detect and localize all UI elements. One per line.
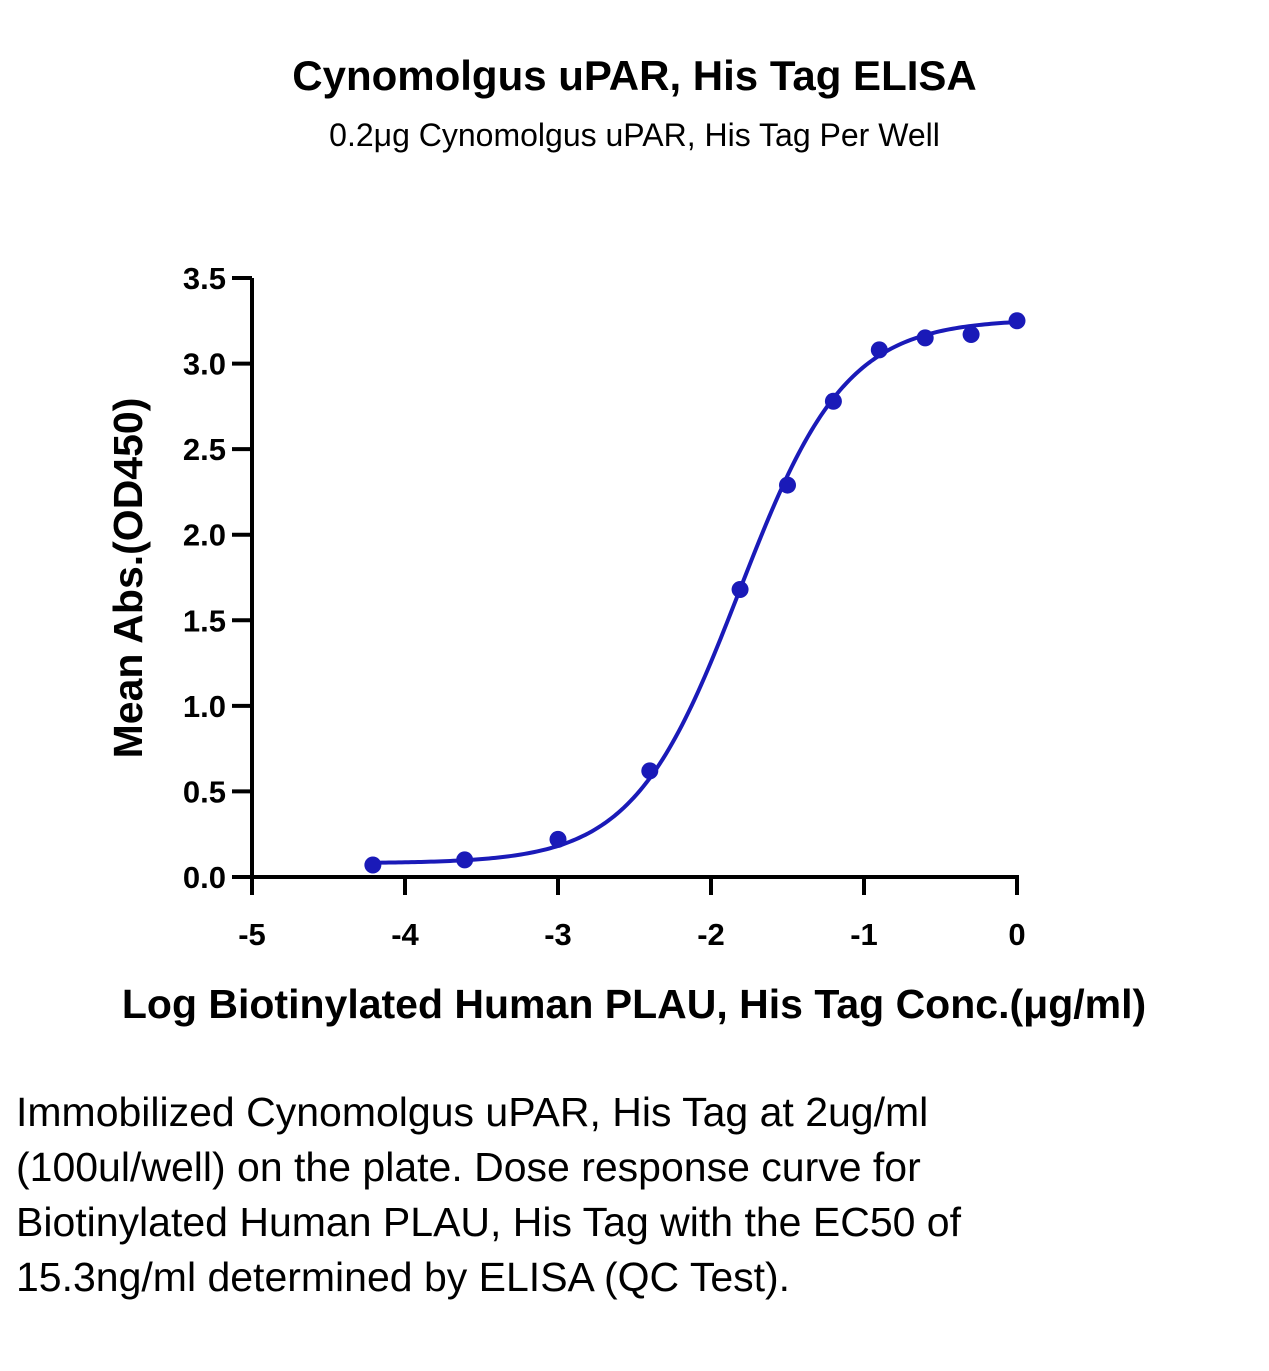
data-points xyxy=(364,312,1026,874)
figure-caption: Immobilized Cynomolgus uPAR, His Tag at … xyxy=(16,1089,962,1300)
data-point xyxy=(641,762,659,780)
y-tick-label: 1.5 xyxy=(183,603,226,638)
elisa-chart: 0.0 0.5 1.0 1.5 2.0 2.5 3.0 3.5 -5 -4 -3 -2 -1 0 Mean… xyxy=(105,261,1146,1027)
y-tick-label: 2.0 xyxy=(183,518,226,553)
data-point xyxy=(1008,312,1026,330)
chart-title: Cynomolgus uPAR, His Tag ELISA xyxy=(292,52,977,99)
data-point xyxy=(549,830,567,848)
x-tick-label: -3 xyxy=(544,917,572,952)
data-point xyxy=(364,856,382,874)
chart-axes: 0.0 0.5 1.0 1.5 2.0 2.5 3.0 3.5 -5 -4 -3 -2 -1 0 xyxy=(183,261,1026,952)
y-tick-label: 1.0 xyxy=(183,689,226,724)
data-point xyxy=(824,392,842,410)
y-tick-label: 0.0 xyxy=(183,860,226,895)
x-tick-label: -4 xyxy=(391,917,419,952)
x-tick-label: 0 xyxy=(1008,917,1025,952)
data-point xyxy=(962,325,980,343)
chart-subtitle: 0.2μg Cynomolgus uPAR, His Tag Per Well xyxy=(329,117,940,153)
x-tick-label: -5 xyxy=(238,917,266,952)
x-tick-label: -2 xyxy=(697,917,725,952)
y-tick-label: 3.5 xyxy=(183,261,226,296)
x-axis-label: Log Biotinylated Human PLAU, His Tag Con… xyxy=(122,981,1146,1027)
y-axis-label: Mean Abs.(OD450) xyxy=(105,398,151,759)
y-tick-label: 0.5 xyxy=(183,774,226,809)
data-point xyxy=(870,341,888,359)
data-point xyxy=(779,476,796,494)
fit-curve xyxy=(372,319,1018,865)
y-tick-label: 3.0 xyxy=(183,347,226,382)
data-point xyxy=(916,329,934,347)
y-tick-label: 2.5 xyxy=(183,432,226,467)
data-point xyxy=(731,580,749,598)
x-tick-label: -1 xyxy=(850,917,878,952)
data-point xyxy=(456,851,474,869)
